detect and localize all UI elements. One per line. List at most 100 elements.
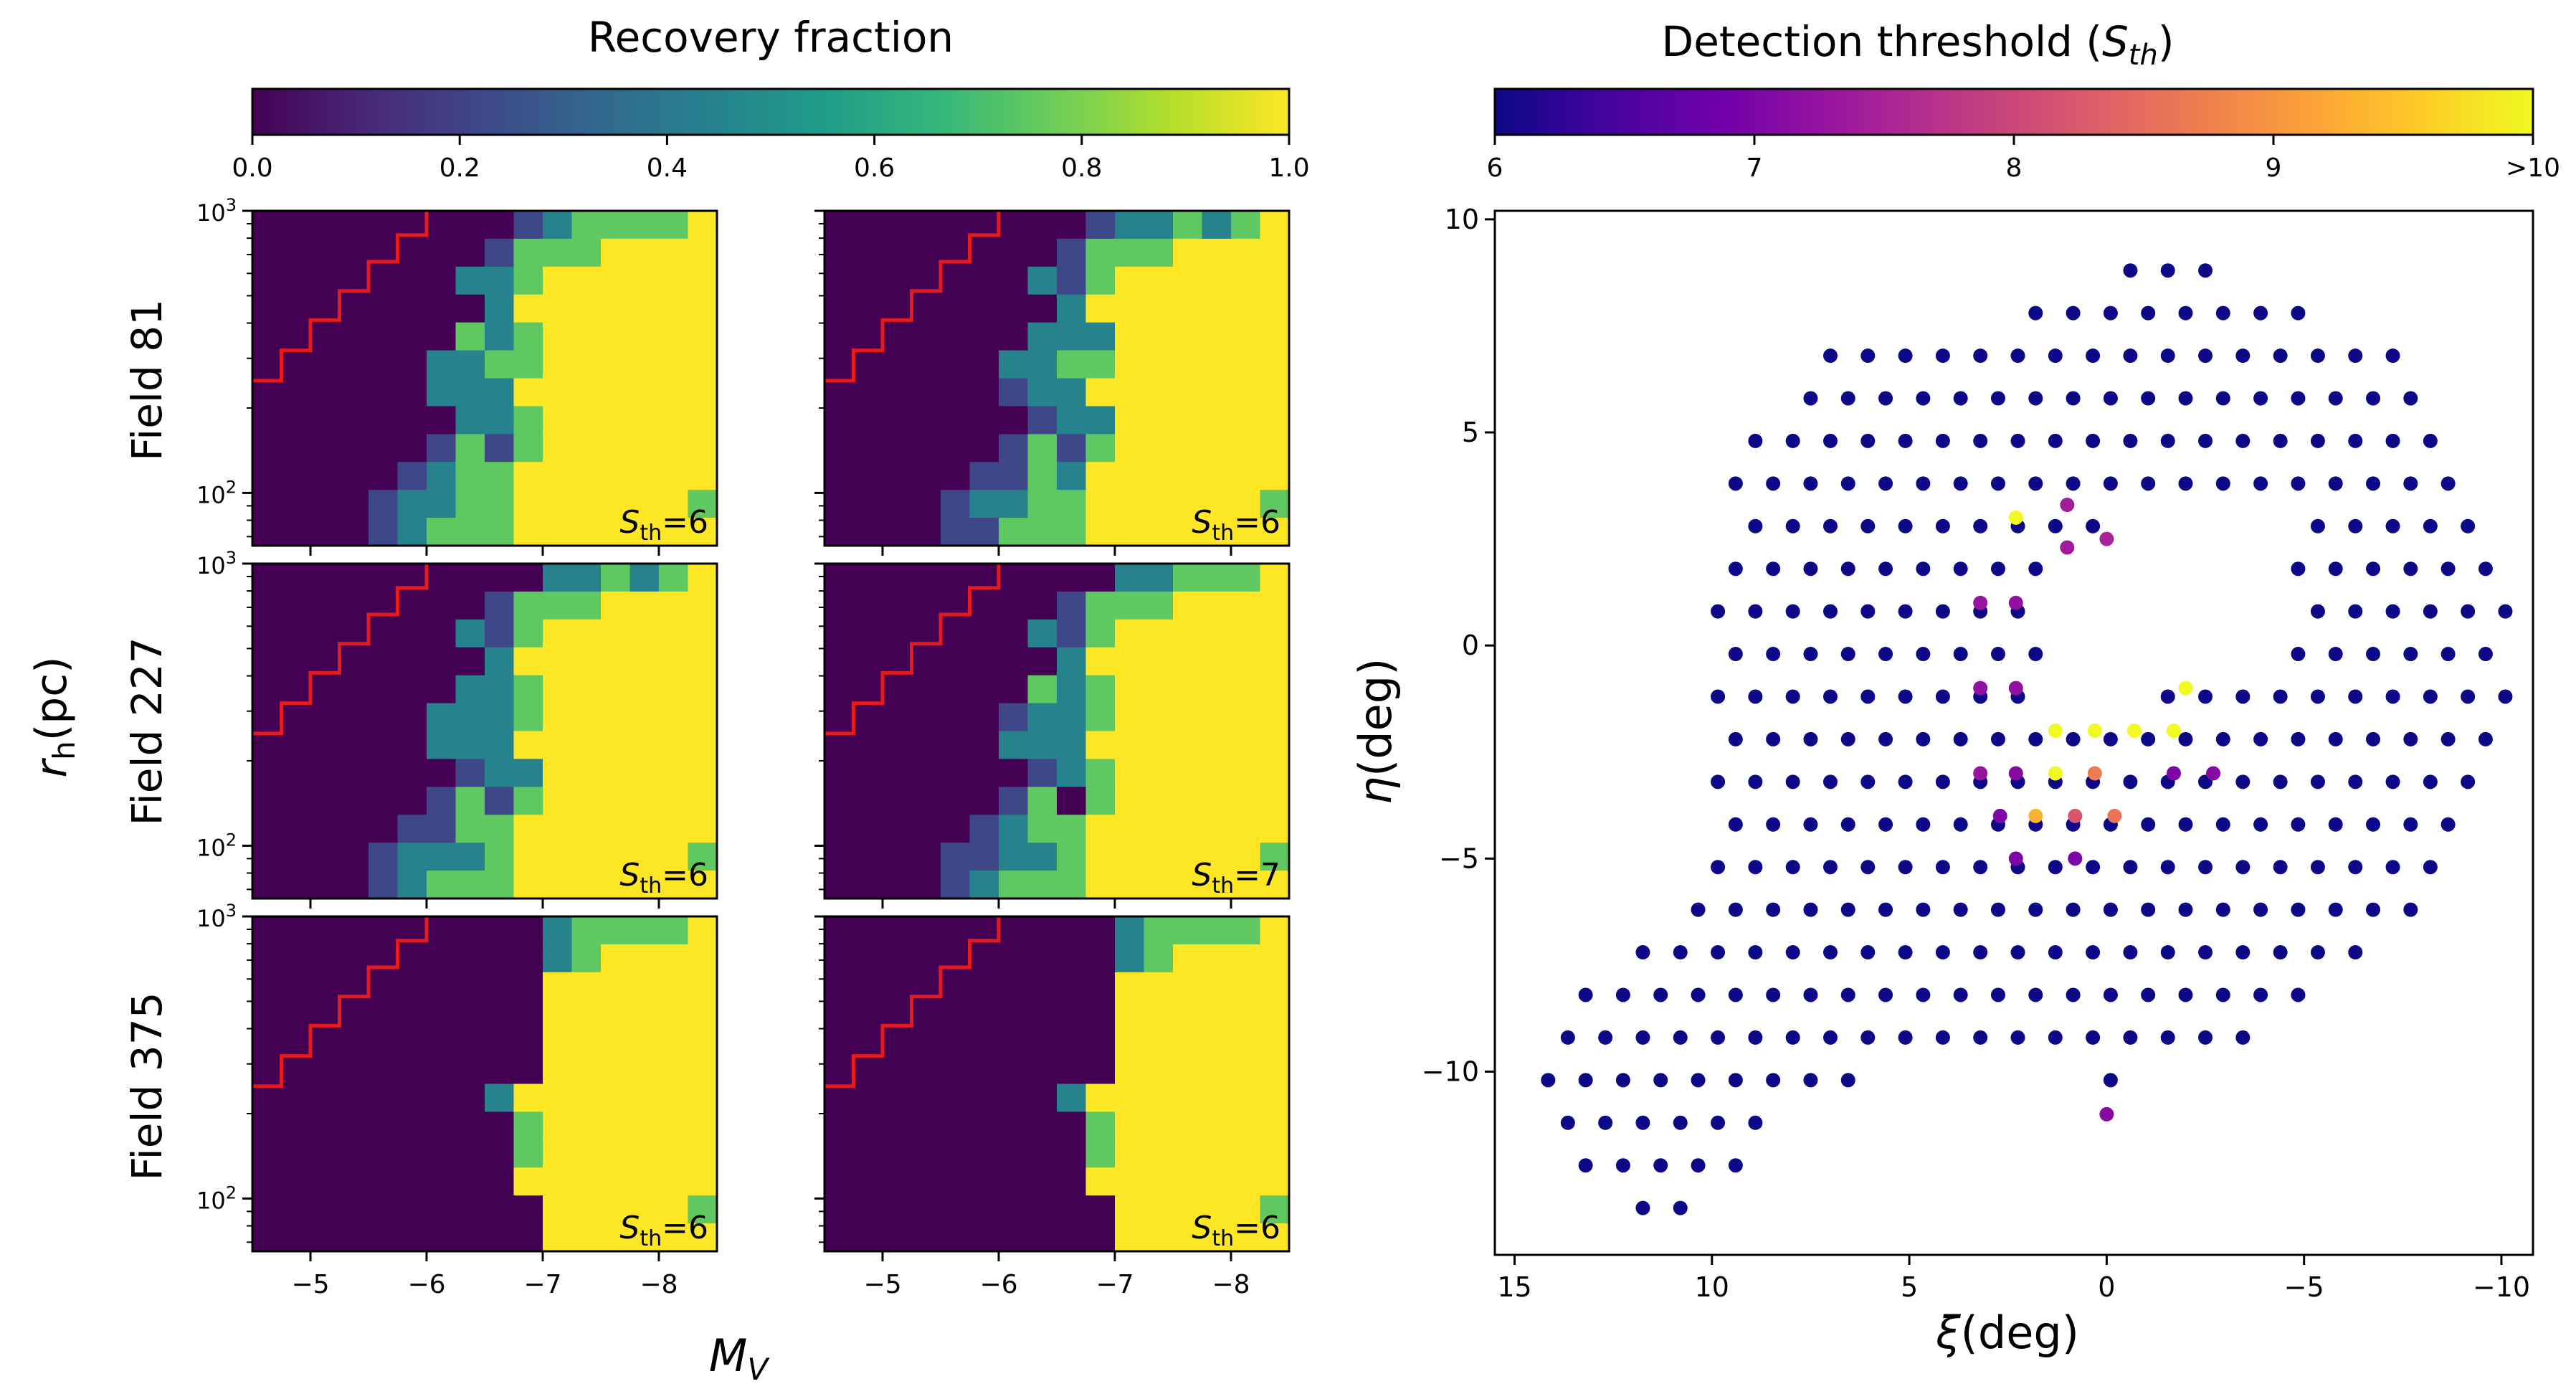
heatmap-cell (543, 759, 573, 787)
heatmap-cell (659, 294, 689, 323)
field-point (2328, 647, 2343, 662)
field-point (1691, 987, 1706, 1002)
field-point (2141, 902, 2156, 917)
heatmap-cell (1115, 591, 1145, 620)
field-point (1803, 476, 1818, 491)
field-point (1673, 1200, 1688, 1215)
field-point (2103, 1073, 2118, 1088)
heatmap-cell (883, 591, 913, 620)
heatmap-cell (485, 731, 515, 760)
field-point (2385, 348, 2400, 364)
field-point-high-threshold (2008, 510, 2023, 525)
heatmap-cell (339, 1083, 369, 1113)
heatmap-cell (543, 675, 573, 704)
heatmap-cell (999, 350, 1029, 379)
heatmap-cell (629, 490, 660, 518)
heatmap-cell (1085, 675, 1116, 704)
heatmap-cell (397, 462, 427, 490)
heatmap-cell (427, 647, 457, 676)
heatmap-cell (571, 266, 602, 295)
heatmap-cell (1260, 1195, 1290, 1224)
heatmap-cell (941, 378, 971, 407)
heatmap-cell (339, 731, 369, 760)
heatmap-cell (1144, 1000, 1174, 1029)
field-point (2028, 476, 2043, 491)
heatmap-cell (1144, 787, 1174, 815)
field-point (2160, 945, 2175, 960)
heatmap-cell (883, 238, 913, 267)
panel-sth-label: Sth=6 (619, 857, 708, 898)
recovery-colorbar-tick-label: 0.4 (647, 153, 688, 183)
field-point-high-threshold (2087, 766, 2102, 781)
field-point (2348, 433, 2363, 448)
heatmap-cell (397, 843, 427, 871)
heatmap-cell (601, 815, 631, 843)
heatmap-cell (427, 1223, 457, 1252)
heatmap-cell (281, 1195, 311, 1224)
heatmap-cell (688, 815, 718, 843)
field-point (1840, 561, 1855, 577)
field-point (2086, 1030, 2101, 1045)
heatmap-cell (688, 972, 718, 1001)
field-point (2028, 561, 2043, 577)
row-label-field-81: Field 81 (123, 299, 171, 461)
heatmap-cell (688, 944, 718, 973)
field-point-high-threshold (2166, 766, 2181, 781)
heatmap-cell (455, 871, 485, 899)
heatmap-cell (659, 843, 689, 871)
heatmap-cell (824, 703, 855, 732)
recovery-colorbar-tick-label: 0.0 (232, 153, 272, 183)
field-point-high-threshold (2068, 851, 2083, 866)
field-point (2141, 731, 2156, 746)
heatmap-cell (629, 518, 660, 546)
heatmap-cell (427, 1195, 457, 1224)
field-point (1860, 604, 1876, 619)
heatmap-cell (543, 619, 573, 648)
heatmap-cell (252, 675, 282, 704)
heatmap-cell (1115, 843, 1145, 871)
heatmap-cell (571, 675, 602, 704)
heatmap-cell (911, 518, 941, 546)
heatmap-cell (883, 916, 913, 945)
heatmap-cell (310, 916, 341, 945)
heatmap-cell (688, 238, 718, 267)
heatmap-cell (310, 787, 341, 815)
field-point (2348, 774, 2363, 789)
field-point (1748, 1030, 1763, 1045)
heatmap-cell (824, 378, 855, 407)
heatmap-cell (1085, 378, 1116, 407)
heatmap-cell (824, 731, 855, 760)
field-point (2366, 476, 2381, 491)
heatmap-cell (853, 815, 883, 843)
heatmap-cell (911, 238, 941, 267)
heatmap-cell (1085, 916, 1116, 945)
recovery-colorbar-tick-label: 0.2 (439, 153, 480, 183)
heatmap-cell (1085, 591, 1116, 620)
heatmap-cell (941, 972, 971, 1001)
heatmap-cell (999, 675, 1029, 704)
heatmap-cell (485, 1000, 515, 1029)
heatmap-cell (1115, 1056, 1145, 1085)
x-tick-label: −6 (407, 1270, 445, 1299)
heatmap-cell (911, 1195, 941, 1224)
heatmap-cell (455, 238, 485, 267)
heatmap-cell (941, 1167, 971, 1196)
recovery-colorbar-ticks: 0.0 0.2 0.4 0.6 0.8 1.0 (232, 135, 1310, 183)
field-point (1803, 731, 1818, 746)
xi-axis-label: ξ(deg) (1935, 1306, 2079, 1359)
heatmap-cell (1260, 406, 1290, 435)
detection-limit-staircase (824, 916, 1001, 1089)
heatmap-cell (427, 294, 457, 323)
heatmap-cell (1057, 1167, 1087, 1196)
heatmap-cell (629, 211, 660, 240)
heatmap-cell (310, 266, 341, 295)
heatmap-cell (1144, 843, 1174, 871)
heatmap-cell (369, 490, 399, 518)
heatmap-cell (941, 406, 971, 435)
heatmap-cell (853, 703, 883, 732)
heatmap-cell (427, 972, 457, 1001)
heatmap-cell (1115, 871, 1145, 899)
heatmap-cell (1144, 871, 1174, 899)
field-point (2478, 561, 2493, 577)
